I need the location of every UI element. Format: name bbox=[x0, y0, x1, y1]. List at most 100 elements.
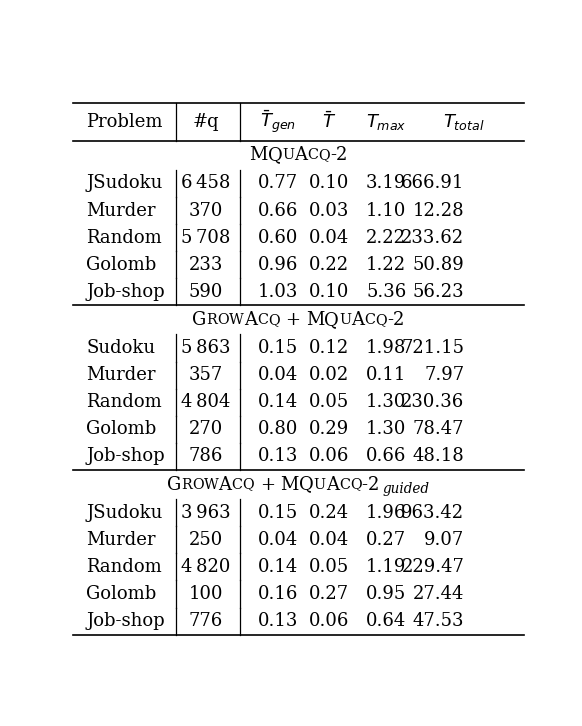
Text: $\bar{T}_{gen}$: $\bar{T}_{gen}$ bbox=[260, 108, 296, 135]
Text: C: C bbox=[232, 478, 243, 492]
Text: 1.10: 1.10 bbox=[366, 202, 406, 219]
Text: C: C bbox=[307, 148, 318, 163]
Text: R: R bbox=[207, 313, 218, 327]
Text: 0.16: 0.16 bbox=[258, 585, 298, 603]
Text: 4 820: 4 820 bbox=[181, 558, 230, 576]
Text: W: W bbox=[229, 313, 244, 327]
Text: 5 708: 5 708 bbox=[181, 229, 230, 247]
Text: U: U bbox=[339, 313, 351, 327]
Text: 0.24: 0.24 bbox=[309, 504, 349, 522]
Text: 78.47: 78.47 bbox=[413, 420, 464, 439]
Text: 0.04: 0.04 bbox=[309, 531, 349, 549]
Text: 0.27: 0.27 bbox=[309, 585, 349, 603]
Text: Murder: Murder bbox=[86, 531, 156, 549]
Text: 229.47: 229.47 bbox=[402, 558, 464, 576]
Text: R: R bbox=[182, 478, 192, 492]
Text: 56.23: 56.23 bbox=[413, 283, 464, 301]
Text: Q: Q bbox=[350, 478, 361, 492]
Text: 666.91: 666.91 bbox=[401, 174, 464, 192]
Text: Murder: Murder bbox=[86, 202, 156, 219]
Text: A: A bbox=[351, 311, 364, 329]
Text: G: G bbox=[193, 311, 207, 329]
Text: 0.22: 0.22 bbox=[309, 256, 349, 274]
Text: $T_{total}$: $T_{total}$ bbox=[443, 112, 485, 132]
Text: 0.12: 0.12 bbox=[309, 339, 349, 357]
Text: Random: Random bbox=[86, 393, 162, 411]
Text: 3.19: 3.19 bbox=[366, 174, 406, 192]
Text: 0.04: 0.04 bbox=[309, 229, 349, 247]
Text: 0.04: 0.04 bbox=[258, 531, 298, 549]
Text: 776: 776 bbox=[189, 612, 223, 630]
Text: 6 458: 6 458 bbox=[181, 174, 230, 192]
Text: guided: guided bbox=[382, 483, 430, 497]
Text: Job-shop: Job-shop bbox=[86, 447, 165, 465]
Text: 370: 370 bbox=[189, 202, 223, 219]
Text: 1.30: 1.30 bbox=[366, 420, 406, 439]
Text: U: U bbox=[314, 478, 326, 492]
Text: Q: Q bbox=[324, 311, 339, 329]
Text: M: M bbox=[306, 311, 324, 329]
Text: 963.42: 963.42 bbox=[401, 504, 464, 522]
Text: 3 963: 3 963 bbox=[181, 504, 230, 522]
Text: M: M bbox=[281, 476, 299, 494]
Text: #q: #q bbox=[193, 113, 219, 131]
Text: 1.98: 1.98 bbox=[366, 339, 406, 357]
Text: 0.15: 0.15 bbox=[258, 504, 298, 522]
Text: A: A bbox=[244, 311, 257, 329]
Text: 2: 2 bbox=[367, 476, 379, 494]
Text: 1.03: 1.03 bbox=[258, 283, 298, 301]
Text: 9.07: 9.07 bbox=[424, 531, 464, 549]
Text: 0.06: 0.06 bbox=[309, 447, 349, 465]
Text: +: + bbox=[285, 311, 300, 329]
Text: O: O bbox=[218, 313, 229, 327]
Text: 233: 233 bbox=[189, 256, 223, 274]
Text: Random: Random bbox=[86, 229, 162, 247]
Text: Q: Q bbox=[243, 478, 254, 492]
Text: 0.10: 0.10 bbox=[309, 174, 349, 192]
Text: 2: 2 bbox=[336, 147, 347, 164]
Text: 357: 357 bbox=[189, 366, 223, 384]
Text: Job-shop: Job-shop bbox=[86, 612, 165, 630]
Text: 12.28: 12.28 bbox=[413, 202, 464, 219]
Text: 0.96: 0.96 bbox=[258, 256, 298, 274]
Text: A: A bbox=[326, 476, 339, 494]
Text: 270: 270 bbox=[189, 420, 223, 439]
Text: Golomb: Golomb bbox=[86, 256, 157, 274]
Text: Golomb: Golomb bbox=[86, 585, 157, 603]
Text: 0.60: 0.60 bbox=[258, 229, 298, 247]
Text: 0.66: 0.66 bbox=[366, 447, 406, 465]
Text: O: O bbox=[192, 478, 204, 492]
Text: JSudoku: JSudoku bbox=[86, 504, 162, 522]
Text: JSudoku: JSudoku bbox=[86, 174, 162, 192]
Text: 4 804: 4 804 bbox=[181, 393, 230, 411]
Text: Sudoku: Sudoku bbox=[86, 339, 155, 357]
Text: $\bar{T}$: $\bar{T}$ bbox=[322, 112, 336, 132]
Text: 5.36: 5.36 bbox=[366, 283, 406, 301]
Text: 0.14: 0.14 bbox=[258, 393, 298, 411]
Text: 100: 100 bbox=[189, 585, 223, 603]
Text: 0.80: 0.80 bbox=[258, 420, 298, 439]
Text: 1.22: 1.22 bbox=[366, 256, 406, 274]
Text: Q: Q bbox=[299, 476, 314, 494]
Text: 0.77: 0.77 bbox=[258, 174, 298, 192]
Text: Problem: Problem bbox=[86, 113, 163, 131]
Text: 0.05: 0.05 bbox=[309, 393, 349, 411]
Text: 0.14: 0.14 bbox=[258, 558, 298, 576]
Text: 1.96: 1.96 bbox=[366, 504, 406, 522]
Text: +: + bbox=[260, 476, 275, 494]
Text: 230.36: 230.36 bbox=[401, 393, 464, 411]
Text: 7.97: 7.97 bbox=[424, 366, 464, 384]
Text: 2: 2 bbox=[393, 311, 404, 329]
Text: 0.15: 0.15 bbox=[258, 339, 298, 357]
Text: 2.22: 2.22 bbox=[366, 229, 406, 247]
Text: A: A bbox=[218, 476, 232, 494]
Text: 721.15: 721.15 bbox=[401, 339, 464, 357]
Text: 0.29: 0.29 bbox=[309, 420, 349, 439]
Text: 233.62: 233.62 bbox=[401, 229, 464, 247]
Text: C: C bbox=[257, 313, 268, 327]
Text: Q: Q bbox=[268, 313, 279, 327]
Text: 0.11: 0.11 bbox=[366, 366, 406, 384]
Text: 47.53: 47.53 bbox=[413, 612, 464, 630]
Text: Job-shop: Job-shop bbox=[86, 283, 165, 301]
Text: 0.05: 0.05 bbox=[309, 558, 349, 576]
